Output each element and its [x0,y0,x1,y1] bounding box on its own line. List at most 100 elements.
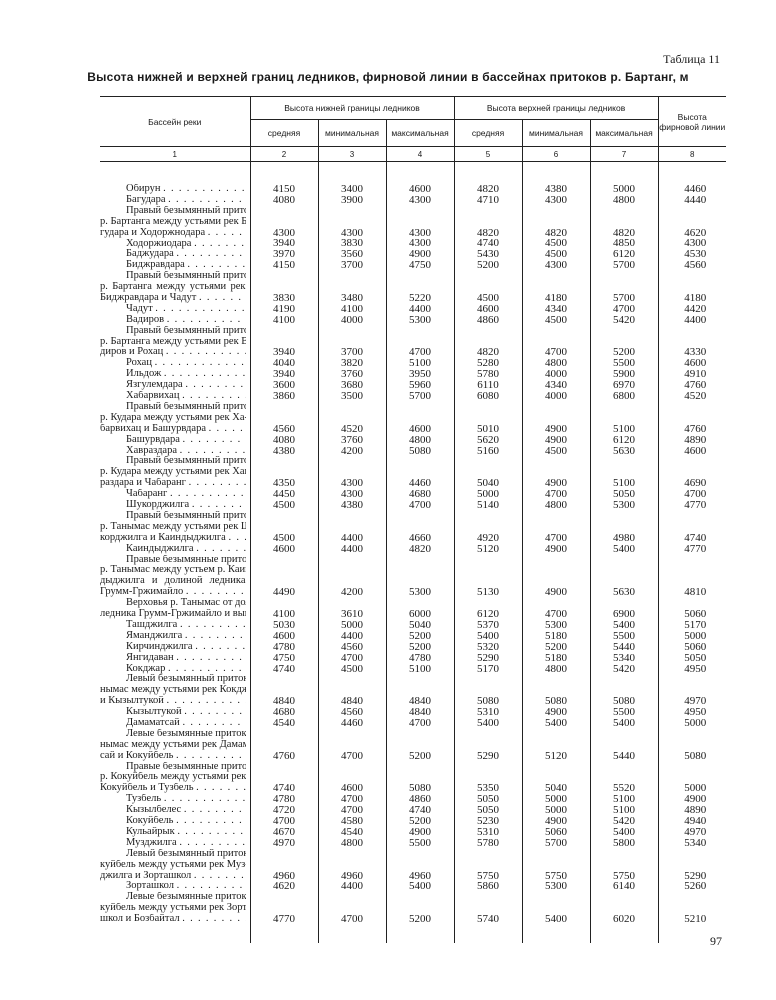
basin-name: Правый безымянный приток р. Кудара между … [100,456,250,489]
basin-name-text: Обирун [126,184,161,195]
value-upper-minimum: 4800 [521,500,591,511]
table-row: Кирчинджилга4780456052005320520054405060 [100,641,727,653]
value-upper-maximum: 5750 [589,848,659,882]
value-firn-line: 4740 [657,510,727,544]
value-lower-minimum: 4800 [317,837,386,849]
value-upper-minimum: 5750 [521,848,591,882]
value-lower-maximum: 4780 [385,652,455,664]
dot-leader [180,718,246,729]
value-lower-minimum: 4960 [317,848,386,882]
basin-name-line: Багудара [100,195,246,206]
basin-name-text: школ и Бозбайтал [100,914,180,925]
value-firn-line: 5000 [657,630,727,642]
value-lower-maximum: 4860 [385,794,455,806]
basin-name-text: р. Бартанга между устьями рек Ва- [100,336,246,347]
value-lower-maximum: 4700 [385,325,455,359]
basin-name-line: Биджравдара [100,260,246,271]
value-upper-maximum: 5900 [589,369,659,381]
value-upper-minimum: 4800 [521,358,591,370]
value-upper-average: 5050 [453,805,523,817]
basin-name-line: Кокджар [100,664,246,675]
value-lower-minimum: 3560 [317,249,386,261]
value-upper-maximum: 5400 [589,543,659,555]
table-row: Багудара4080390043004710430048004440 [100,194,727,206]
value-lower-minimum: 3820 [317,358,386,370]
value-lower-average: 4350 [249,456,318,490]
value-lower-minimum: 4300 [317,456,386,490]
value-lower-minimum: 4400 [317,543,386,555]
table-row: Правый безымянный приток р. Кудара между … [100,456,727,490]
basin-name: Чадут [100,304,250,315]
value-upper-maximum: 5000 [589,161,659,195]
basin-name: Правые безымянные притоки р. Кокуйбель ме… [100,762,250,795]
spacer-cell [100,925,250,943]
basin-name: Правый безымянный приток р. Кудара между … [100,402,250,435]
value-lower-minimum: 4520 [317,401,386,435]
value-firn-line: 4600 [657,358,727,370]
header-firn-line: Высота фирновой линии [657,96,727,147]
basin-name-line: Левые безымянные притоки р. Та- [100,729,246,740]
column-number: 8 [657,146,727,162]
basin-name-text: Правый безымянный приток [126,325,246,336]
basin-name-text: Чадут [126,303,153,314]
basin-name-line: р. Кудара между устьями рек Ха- [100,413,246,424]
basin-name: Ильдож [100,369,250,380]
dot-leader [152,358,246,369]
table-row: Правый безымянный приток р. Бартанга межд… [100,325,727,359]
dot-leader [182,631,245,642]
value-firn-line: 4690 [657,456,727,490]
basin-name-line: Правые безымянные притоки [100,555,246,566]
value-upper-minimum: 4800 [521,663,591,675]
basin-name-text: Кокджар [126,663,166,674]
basin-name: Баджудара [100,249,250,260]
value-upper-average: 5050 [453,794,523,806]
column-number: 6 [521,146,591,162]
value-lower-average: 3600 [249,380,318,392]
column-number: 2 [249,146,318,162]
value-firn-line: 4520 [657,391,727,402]
value-upper-maximum: 6140 [589,881,659,893]
value-firn-line: 4420 [657,303,727,315]
basin-name-line: Музджилга [100,838,246,849]
basin-name-text: джилга и Зорташкол [100,870,192,881]
basin-name-line: Правый безымянный приток [100,326,246,337]
value-upper-average: 5860 [453,881,523,893]
value-lower-average: 4490 [249,554,318,599]
basin-name-line: барвихац и Башурвдара [100,424,246,435]
value-upper-minimum: 4900 [521,543,591,555]
basin-name-line: Дамаматсай [100,718,246,729]
table-row: Правый безымянный приток р. Кудара между … [100,401,727,435]
value-lower-maximum: 5200 [385,641,455,653]
value-upper-minimum: 5300 [521,619,591,631]
value-lower-maximum: 5200 [385,892,455,926]
dot-leader [183,587,245,598]
value-lower-minimum: 3700 [317,260,386,272]
value-upper-maximum: 5440 [589,641,659,653]
dot-leader [196,293,245,304]
basin-name-line: Хабарвихац [100,391,246,402]
basin-name: Правый безымянный приток р. Бартанга межд… [100,326,250,359]
value-upper-maximum: 6120 [589,434,659,446]
value-lower-maximum: 5200 [385,630,455,642]
basin-name: Правые безымянные притоки р. Танымас межд… [100,555,250,599]
value-upper-average: 5000 [453,489,523,501]
value-firn-line: 5050 [657,652,727,664]
table-row: Правый безымянный приток р. Бартанга межд… [100,271,727,304]
value-firn-line: 4460 [657,161,727,195]
value-lower-maximum: 4840 [385,674,455,708]
value-upper-average: 5010 [453,401,523,435]
value-lower-average: 3940 [249,325,318,359]
value-firn-line: 5060 [657,598,727,620]
value-upper-maximum: 4850 [589,238,659,250]
value-upper-minimum: 4000 [521,369,591,381]
basin-name-text: Грумм-Гржимайло [100,587,184,598]
basin-name-text: Верховья р. Танымас от долины [126,598,246,609]
dot-leader [189,500,245,511]
value-lower-maximum: 5200 [385,728,455,762]
dot-leader [167,489,245,500]
table-row: Левый безымянный приток р. Ко-куйбель ме… [100,848,727,882]
value-upper-maximum: 5500 [589,707,659,718]
basin-name-text: диров и Рохац [100,347,164,358]
